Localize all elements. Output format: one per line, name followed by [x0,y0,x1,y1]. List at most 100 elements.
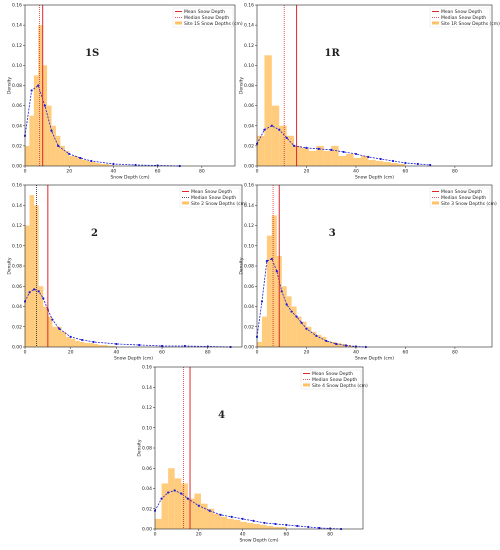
hist-bar [227,518,234,529]
legend-box [300,369,362,390]
kde-point [69,335,72,338]
x-tick-label: 80 [327,532,333,538]
kde-point [330,148,333,151]
kde-point [263,128,266,131]
y-axis-label: Density [239,257,245,274]
legend-label: Median Snow Depth [441,15,486,21]
y-tick-label: 0.04 [244,123,254,129]
kde-point [57,144,60,147]
kde-point [307,525,310,529]
x-tick-label: 40 [114,350,120,356]
x-tick-label: 40 [353,350,359,356]
hist-bar [29,195,35,347]
legend-label: Site 1S Snow Depths (cm) [184,21,243,27]
y-tick-label: 0.00 [244,345,254,351]
kde-point [68,152,71,156]
kde-point [263,521,266,525]
x-axis-label: Snow Depth (cm) [110,175,149,181]
hist-bar [91,161,96,166]
hist-bar [29,115,34,166]
kde-point [252,519,255,523]
legend-label: Median Snow Depth [312,377,357,383]
legend-box [429,187,491,208]
hist-bar [61,331,67,347]
hist-bar [233,519,241,529]
hist-bar [273,526,280,529]
y-tick-label: 0.10 [12,63,22,69]
hist-bar [84,342,89,347]
kde-point [429,163,432,167]
legend-hist [432,21,439,25]
y-tick-label: 0.12 [142,405,152,411]
kde-point [300,321,303,324]
y-axis-label: Density [7,257,13,274]
hist-bar [161,483,169,529]
x-tick-label: 40 [240,532,246,538]
y-tick-label: 0.12 [12,223,22,229]
hist-bar [271,215,277,347]
hist-bar [64,150,70,166]
y-tick-label: 0.10 [142,425,152,431]
hist-bar [70,338,76,347]
kde-point [260,300,264,303]
y-tick-label: 0.08 [12,264,22,270]
hist-bar [368,159,376,166]
y-tick-label: 0.12 [244,223,254,229]
y-tick-label: 0.04 [12,123,22,129]
hist-bar [73,155,79,166]
hist-bar [279,125,287,166]
hist-bar [75,340,80,347]
y-tick-label: 0.14 [12,23,22,29]
legend-label: Mean Snow Depth [191,189,232,195]
x-tick-label: 60 [403,169,409,175]
legend-box [179,187,241,208]
kde-point [219,513,222,516]
hist-bar [308,150,317,166]
hist-bar [316,334,322,347]
kde-point [33,288,36,291]
hist-bar [155,518,162,529]
kde-point [290,310,293,313]
kde-point [37,84,40,87]
hist-bar [93,343,99,347]
hist-bar [79,341,85,347]
y-tick-label: 0.12 [12,43,22,49]
kde-point [404,161,407,165]
kde-point [90,159,93,163]
kde-point [293,144,296,147]
kde-point [354,152,358,156]
hist-bar [266,235,272,347]
hist-bar [25,145,30,166]
hist-bar [301,147,309,166]
hist-bar [286,135,295,166]
y-axis-label: Density [239,77,245,94]
kde-point [280,290,283,293]
kde-point [28,291,31,294]
kde-point [285,303,288,306]
hist-bar [336,342,342,347]
kde-point [160,344,164,348]
hist-bar [264,55,272,166]
x-axis-label: Snow Depth (cm) [114,356,153,362]
hist-bar [375,160,384,166]
x-tick-label: 40 [111,169,117,175]
x-tick-label: 80 [205,350,211,356]
y-axis-label: Density [7,77,13,94]
kde-point [416,162,419,166]
legend-hist [182,201,189,205]
hist-bar [86,160,92,166]
legend-hist [175,21,182,25]
hist-bar [47,316,53,347]
y-tick-label: 0.06 [142,466,152,472]
panel: 0 20 40 60 80 0.00 0.02 0.04 0.06 0.08 0.10 0.12 0.1… [239,183,498,362]
y-tick-label: 0.02 [12,143,22,149]
kde-point [81,338,84,342]
kde-point [305,327,308,330]
legend-label: Mean Snow Depth [441,9,482,15]
hist-bar [181,483,188,529]
kde-point [208,509,211,512]
hist-bar [78,157,83,166]
y-tick-label: 0.08 [244,83,254,89]
hist-bar [60,145,65,166]
hist-bar [390,162,398,166]
